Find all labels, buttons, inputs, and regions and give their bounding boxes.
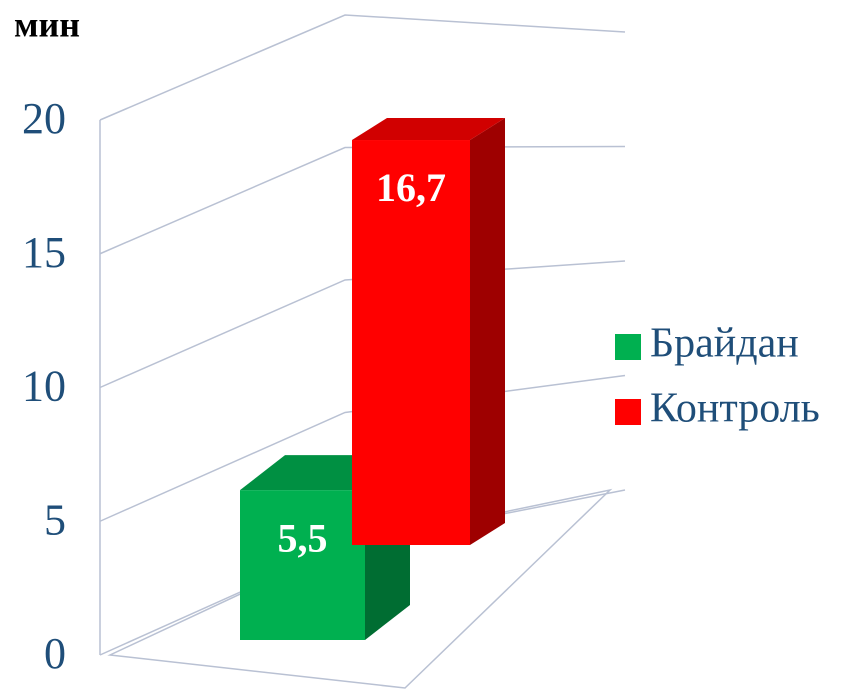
bar [352, 140, 470, 545]
bar [240, 490, 365, 640]
bar-top [352, 118, 505, 141]
grid-line [99, 145, 626, 255]
y-axis-label: мин [14, 4, 80, 44]
legend-label: Брайдан [650, 321, 799, 367]
y-tick-label: 10 [22, 362, 66, 411]
y-tick-label: 15 [22, 228, 66, 277]
grid-line [99, 14, 626, 121]
bar-side [470, 118, 505, 546]
value-label: 16,7 [376, 165, 446, 210]
y-tick-label: 0 [44, 629, 66, 678]
y-tick-label: 20 [22, 94, 66, 143]
value-label: 5,5 [278, 515, 328, 560]
grid-line [99, 260, 626, 389]
y-tick-label: 5 [44, 495, 66, 544]
legend-label: Контроль [650, 386, 820, 432]
legend-swatch [615, 399, 641, 425]
legend-swatch [615, 334, 641, 360]
grid-line [99, 374, 626, 522]
